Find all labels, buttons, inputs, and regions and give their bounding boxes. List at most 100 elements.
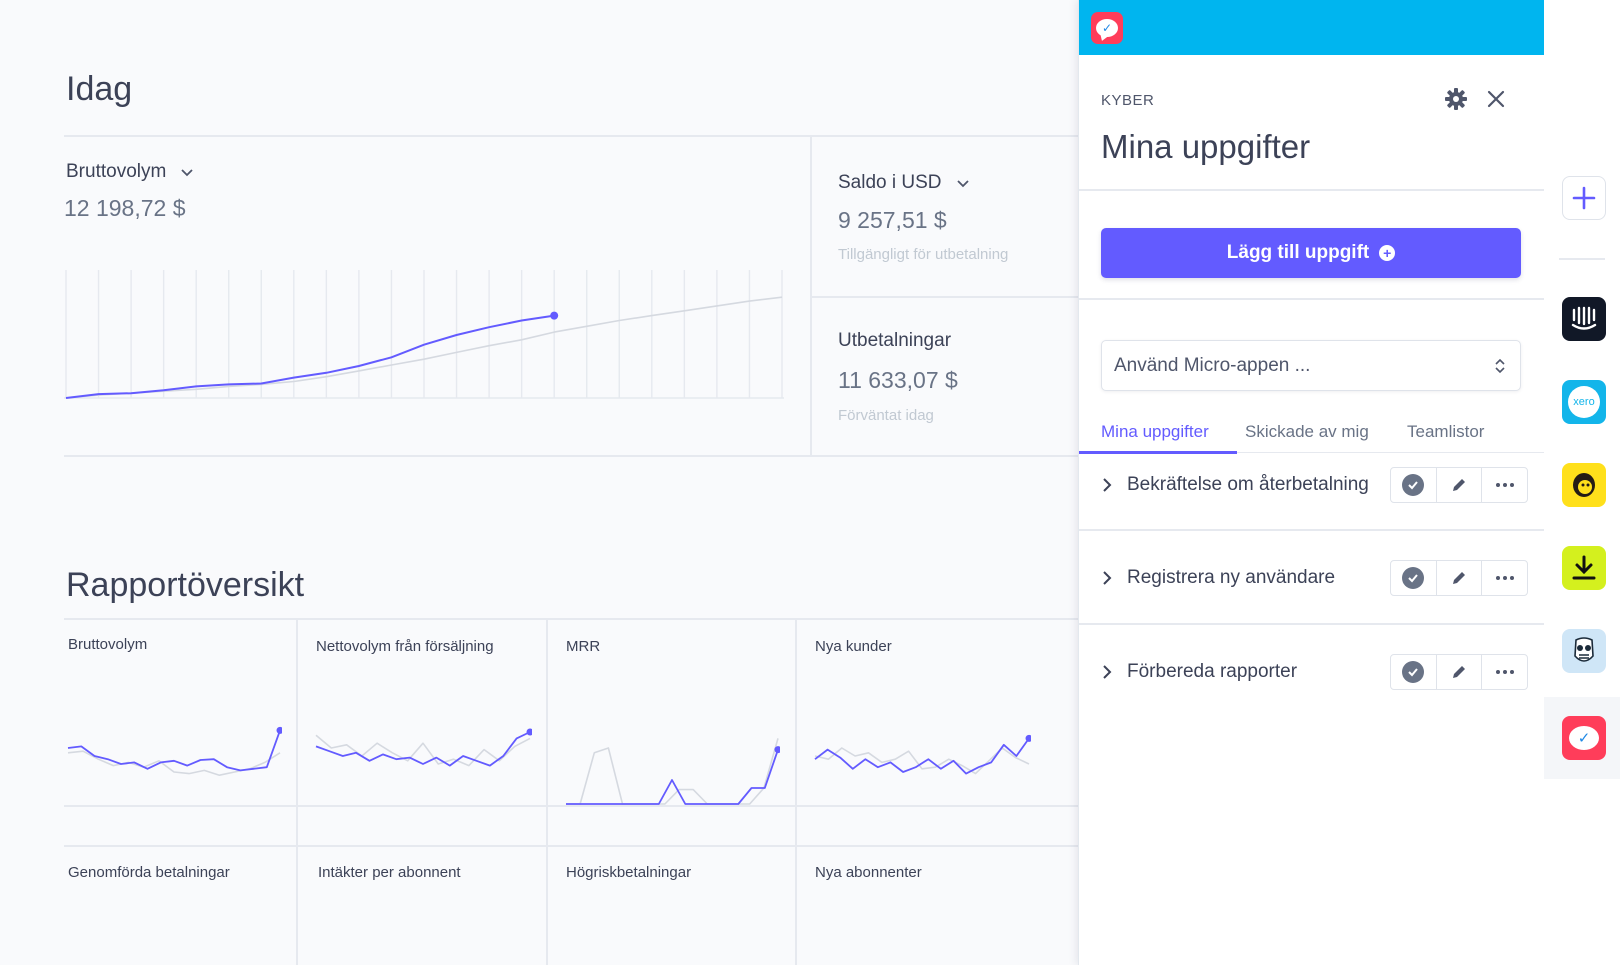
xero-app-icon[interactable]: xero (1562, 380, 1606, 424)
divider (64, 618, 1080, 620)
task-label: Förbereda rapporter (1127, 661, 1298, 682)
task-row[interactable]: Registrera ny användare (1079, 530, 1545, 626)
divider (1079, 529, 1545, 531)
micro-app-select[interactable]: Använd Micro-appen ... (1101, 340, 1521, 391)
tile-label[interactable]: Intäkter per abonnent (318, 864, 461, 881)
edit-task-button[interactable] (1437, 655, 1483, 689)
baseline (64, 805, 1080, 807)
add-task-label: Lägg till uppgift (1226, 242, 1370, 263)
divider (1079, 189, 1545, 191)
tab-sent-by-me[interactable]: Skickade av mig (1245, 422, 1369, 441)
previous-period-line (814, 747, 1030, 775)
more-options-button[interactable] (1482, 561, 1527, 595)
task-row[interactable]: Förbereda rapporter (1079, 624, 1545, 720)
current-period-line-endpoint (526, 728, 532, 736)
tile-label[interactable]: MRR (566, 638, 601, 655)
select-arrows-icon (1495, 358, 1505, 373)
today-title: Idag (66, 70, 133, 108)
hootsuite-app-icon[interactable] (1562, 629, 1606, 673)
payouts-label: Utbetalningar (838, 330, 952, 351)
divider (64, 845, 1080, 847)
tile-label[interactable]: Nettovolym från försäljning (316, 638, 494, 655)
task-actions (1390, 560, 1528, 596)
edit-task-button[interactable] (1437, 468, 1483, 502)
gross-volume-label: Bruttovolym (66, 161, 167, 182)
kyber-panel: ✓ KYBER Mina uppgifter Lägg till uppgift… (1078, 0, 1545, 965)
new-customers-sparkline (814, 734, 1031, 775)
task-label: Bekräftelse om återbetalning (1127, 474, 1369, 495)
chevron-right-icon[interactable] (1099, 570, 1115, 586)
previous-period-line (65, 296, 783, 399)
current-period-line (315, 731, 531, 767)
more-icon (1495, 670, 1514, 674)
divider (64, 135, 1080, 137)
task-row[interactable]: Bekräftelse om återbetalning (1079, 437, 1545, 533)
edit-task-button[interactable] (1437, 561, 1483, 595)
intercom-app-icon[interactable] (1562, 297, 1606, 341)
payouts-value: 11 633,07 $ (838, 367, 958, 393)
divider (64, 455, 1080, 457)
tab-team-lists[interactable]: Teamlistor (1407, 422, 1485, 441)
gross-volume-chart (64, 270, 784, 399)
divider (1079, 623, 1545, 625)
gear-icon[interactable] (1443, 86, 1469, 112)
current-period-line-endpoint (774, 746, 780, 754)
complete-task-button[interactable] (1391, 561, 1437, 595)
more-options-button[interactable] (1482, 468, 1527, 502)
balance-sub: Tillgängligt för utbetalning (838, 246, 1009, 263)
more-icon (1495, 483, 1514, 487)
more-options-button[interactable] (1482, 655, 1527, 689)
current-period-line (65, 314, 555, 399)
balance-label: Saldo i USD (838, 172, 942, 193)
payouts-sub: Förväntat idag (838, 407, 934, 424)
task-label: Registrera ny användare (1127, 567, 1336, 588)
tile-label[interactable]: Nya abonnenter (815, 864, 922, 881)
divider (810, 296, 1080, 298)
close-icon[interactable] (1483, 86, 1509, 112)
chevron-down-icon (181, 169, 193, 177)
divider (296, 618, 298, 965)
add-task-button[interactable]: Lägg till uppgift + (1101, 228, 1521, 278)
chevron-down-icon (956, 180, 969, 188)
download-app-icon[interactable] (1562, 546, 1606, 590)
kyber-logo-icon: ✓ (1091, 12, 1123, 44)
gross-volume-selector[interactable]: Bruttovolym (66, 161, 194, 183)
panel-topbar: ✓ (1079, 0, 1545, 55)
tile-label[interactable]: Genomförda betalningar (68, 864, 230, 881)
add-app-icon[interactable] (1562, 176, 1606, 220)
check-circle-icon (1402, 567, 1425, 589)
pencil-icon (1453, 479, 1465, 491)
gross-volume-value: 12 198,72 $ (64, 195, 186, 221)
check-circle-icon (1402, 474, 1425, 496)
current-period-line (814, 737, 1030, 775)
tile-label[interactable]: Högriskbetalningar (566, 864, 692, 881)
payouts-header: Utbetalningar (838, 330, 951, 352)
complete-task-button[interactable] (1391, 655, 1437, 689)
task-actions (1390, 654, 1528, 690)
balance-selector[interactable]: Saldo i USD (838, 172, 970, 194)
chevron-right-icon[interactable] (1099, 477, 1115, 493)
current-period-line (566, 749, 779, 805)
kyber-app-icon[interactable]: ✓ (1562, 716, 1606, 760)
tabs-baseline (1079, 452, 1545, 453)
previous-period-line (67, 750, 281, 776)
divider (810, 135, 812, 455)
active-tab-indicator (1079, 451, 1237, 454)
gross-volume-sparkline (67, 726, 282, 776)
task-tabs: Mina uppgifter Skickade av mig Teamlisto… (1079, 416, 1545, 454)
current-period-endpoint (550, 311, 559, 320)
complete-task-button[interactable] (1391, 468, 1437, 502)
micro-app-select-value: Använd Micro-appen ... (1114, 354, 1311, 376)
balance-value: 9 257,51 $ (838, 207, 947, 233)
net-volume-sparkline (315, 728, 532, 767)
tile-label[interactable]: Bruttovolym (68, 636, 148, 653)
chevron-right-icon[interactable] (1099, 664, 1115, 680)
current-period-line-endpoint (1025, 734, 1031, 742)
panel-title: Mina uppgifter (1101, 128, 1311, 165)
tile-label[interactable]: Nya kunder (815, 638, 892, 655)
mailchimp-app-icon[interactable] (1562, 463, 1606, 507)
panel-brand: KYBER (1101, 92, 1155, 109)
tab-my-tasks[interactable]: Mina uppgifter (1101, 422, 1209, 441)
current-period-line-endpoint (276, 726, 282, 734)
pencil-icon (1453, 666, 1465, 678)
